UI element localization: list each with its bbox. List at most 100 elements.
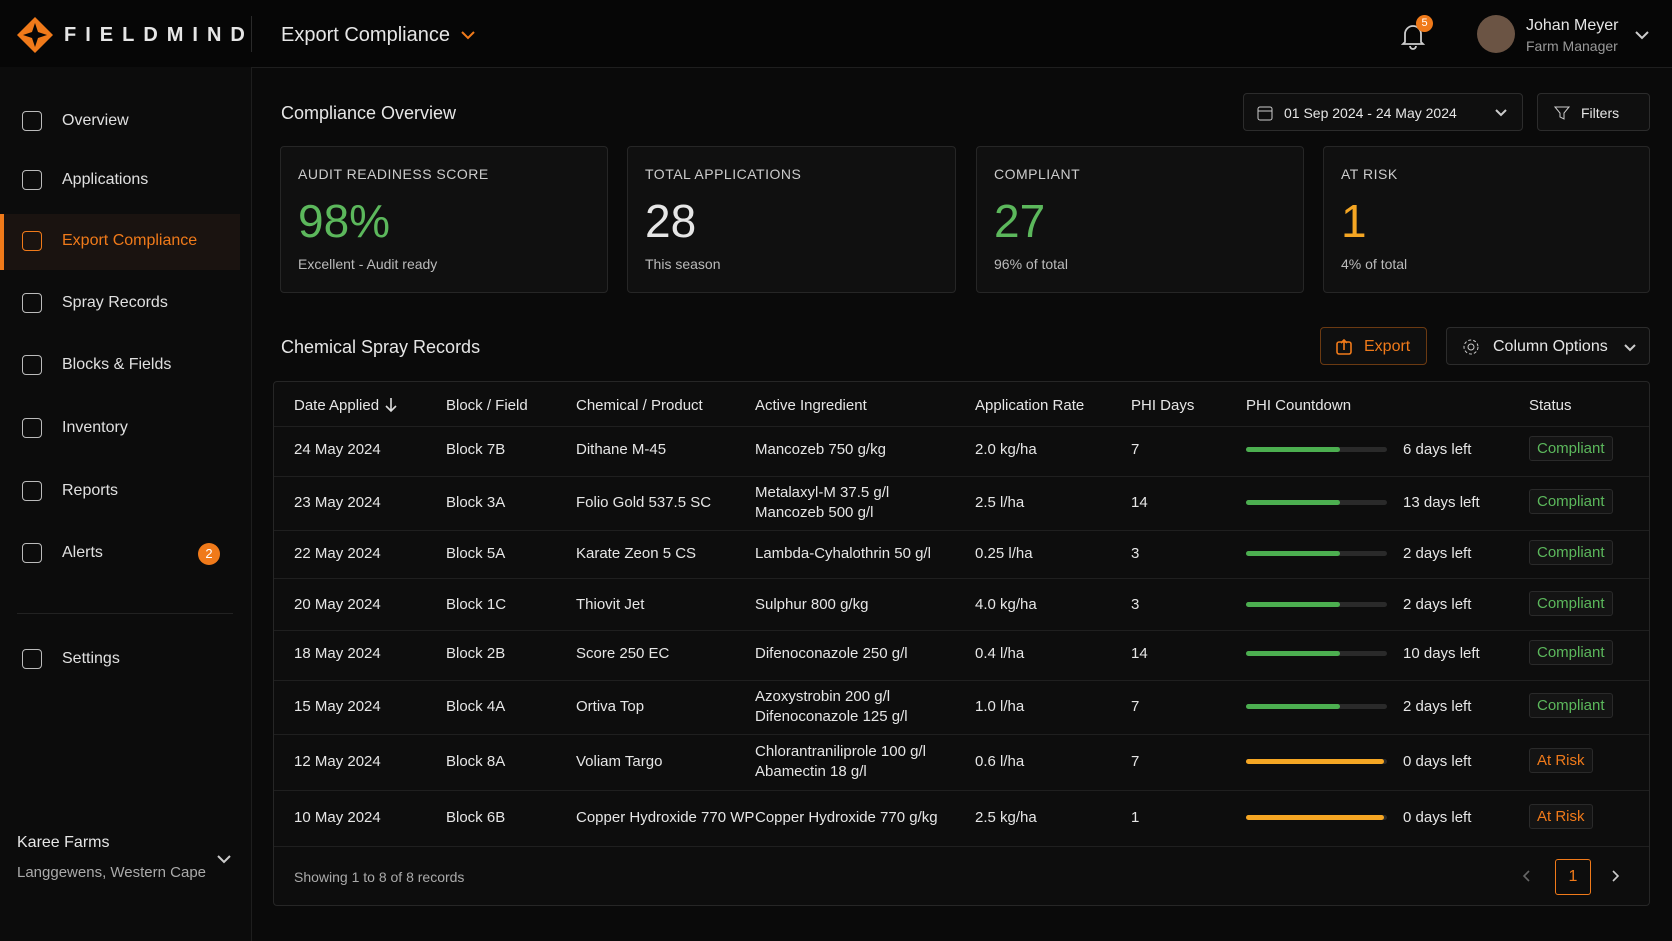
nav-item[interactable]: Alerts xyxy=(62,544,103,561)
page-title[interactable]: Export Compliance xyxy=(281,24,450,46)
row-divider xyxy=(274,790,1649,791)
row-divider xyxy=(274,426,1649,427)
notification-badge: 5 xyxy=(1416,15,1433,32)
cell: 18 May 2024 xyxy=(294,645,381,662)
avatar[interactable] xyxy=(1477,15,1515,53)
kpi-label: TOTAL APPLICATIONS xyxy=(645,166,802,182)
kpi-card xyxy=(1323,146,1650,293)
cell: 0.25 l/ha xyxy=(975,545,1033,562)
kpi-note: 4% of total xyxy=(1341,256,1408,272)
cell: 4.0 kg/ha xyxy=(975,596,1037,613)
page-button[interactable]: 1 xyxy=(1555,859,1591,895)
row-divider xyxy=(274,680,1649,681)
column-header: Active Ingredient xyxy=(755,397,867,414)
nav-item[interactable]: Inventory xyxy=(62,419,128,436)
kpi-label: AT RISK xyxy=(1341,166,1398,182)
cell: 24 May 2024 xyxy=(294,441,381,458)
countdown-fill xyxy=(1246,602,1340,607)
row-divider xyxy=(274,846,1649,847)
nav-icon xyxy=(22,231,42,251)
nav-item[interactable]: Applications xyxy=(62,171,149,188)
kpi-value: 28 xyxy=(645,195,697,247)
chevron xyxy=(1495,109,1507,117)
export-button[interactable]: Export xyxy=(1320,327,1427,365)
status-tag: Compliant xyxy=(1529,540,1613,565)
column-header[interactable]: Date Applied xyxy=(294,397,380,414)
cell: 3 xyxy=(1131,596,1140,613)
nav-item[interactable]: Spray Records xyxy=(62,294,168,311)
nav-item[interactable]: Reports xyxy=(62,482,119,499)
kpi-card xyxy=(627,146,956,293)
column-options-button[interactable]: Column Options xyxy=(1446,327,1650,365)
chevron xyxy=(461,31,475,40)
row-divider xyxy=(274,630,1649,631)
cell: 14 xyxy=(1131,494,1148,511)
next-page[interactable] xyxy=(1611,869,1621,883)
cell: Karate Zeon 5 CS xyxy=(576,545,697,562)
gear-icon xyxy=(1463,339,1479,355)
export-icon xyxy=(1336,339,1352,355)
nav-icon xyxy=(22,111,42,131)
cell: Copper Hydroxide 770 WP xyxy=(576,809,755,826)
cell: 1 xyxy=(1131,809,1140,826)
countdown-text: 6 days left xyxy=(1403,441,1472,458)
chevron xyxy=(1635,31,1649,40)
sidebar xyxy=(0,67,252,941)
status-tag: Compliant xyxy=(1529,591,1613,616)
cell: 2.5 kg/ha xyxy=(975,809,1037,826)
kpi-note: Excellent - Audit ready xyxy=(298,256,438,272)
countdown-fill xyxy=(1246,551,1340,556)
cell: Lambda-Cyhalothrin 50 g/l xyxy=(755,545,931,562)
nav-item[interactable]: Settings xyxy=(62,650,120,667)
countdown-text: 2 days left xyxy=(1403,545,1472,562)
column-options-label: Column Options xyxy=(1493,338,1608,355)
column-header: PHI Days xyxy=(1131,397,1195,414)
cell: 0.6 l/ha xyxy=(975,753,1025,770)
cell: Sulphur 800 g/kg xyxy=(755,596,869,613)
kpi-label: COMPLIANT xyxy=(994,166,1081,182)
status-tag: Compliant xyxy=(1529,640,1613,665)
cell: Block 2B xyxy=(446,645,506,662)
prev-page[interactable] xyxy=(1521,869,1531,883)
row-divider xyxy=(274,530,1649,531)
nav-item[interactable]: Overview xyxy=(62,112,129,129)
filters-button[interactable]: Filters xyxy=(1537,93,1650,131)
sort-icon[interactable] xyxy=(385,397,397,413)
chevron xyxy=(1624,344,1636,352)
cell: 2.0 kg/ha xyxy=(975,441,1037,458)
nav-icon xyxy=(22,418,42,438)
status-tag: Compliant xyxy=(1529,693,1613,718)
cell: Azoxystrobin 200 g/l xyxy=(755,688,891,705)
cell: Copper Hydroxide 770 g/kg xyxy=(755,809,938,826)
cell: Mancozeb 500 g/l xyxy=(755,504,874,521)
column-header: Status xyxy=(1529,397,1572,414)
row-divider xyxy=(274,734,1649,735)
farm-name[interactable]: Karee Farms xyxy=(17,834,110,851)
cell: Chlorantraniliprole 100 g/l xyxy=(755,743,926,760)
cell: 10 May 2024 xyxy=(294,809,381,826)
cell: Voliam Targo xyxy=(576,753,663,770)
cell: 7 xyxy=(1131,441,1140,458)
nav-icon xyxy=(22,649,42,669)
nav-item[interactable]: Blocks & Fields xyxy=(62,356,172,373)
countdown-fill xyxy=(1246,447,1340,452)
date-picker[interactable]: 01 Sep 2024 - 24 May 2024 xyxy=(1243,93,1523,131)
brand: FIELDMIND xyxy=(64,24,254,46)
nav-item[interactable]: Export Compliance xyxy=(62,232,198,249)
kpi-value: 27 xyxy=(994,195,1046,247)
countdown-text: 0 days left xyxy=(1403,753,1472,770)
calendar-icon xyxy=(1257,106,1273,121)
kpi-card xyxy=(280,146,608,293)
section-title: Compliance Overview xyxy=(281,103,457,123)
cell: 1.0 l/ha xyxy=(975,698,1025,715)
kpi-note: 96% of total xyxy=(994,256,1068,272)
kpi-value: 1 xyxy=(1341,195,1367,247)
logo-icon xyxy=(17,17,53,53)
cell: 15 May 2024 xyxy=(294,698,381,715)
cell: Score 250 EC xyxy=(576,645,670,662)
cell: 20 May 2024 xyxy=(294,596,381,613)
countdown-text: 13 days left xyxy=(1403,494,1480,511)
column-header: Block / Field xyxy=(446,397,528,414)
nav-badge: 2 xyxy=(198,543,220,565)
cell: 7 xyxy=(1131,698,1140,715)
